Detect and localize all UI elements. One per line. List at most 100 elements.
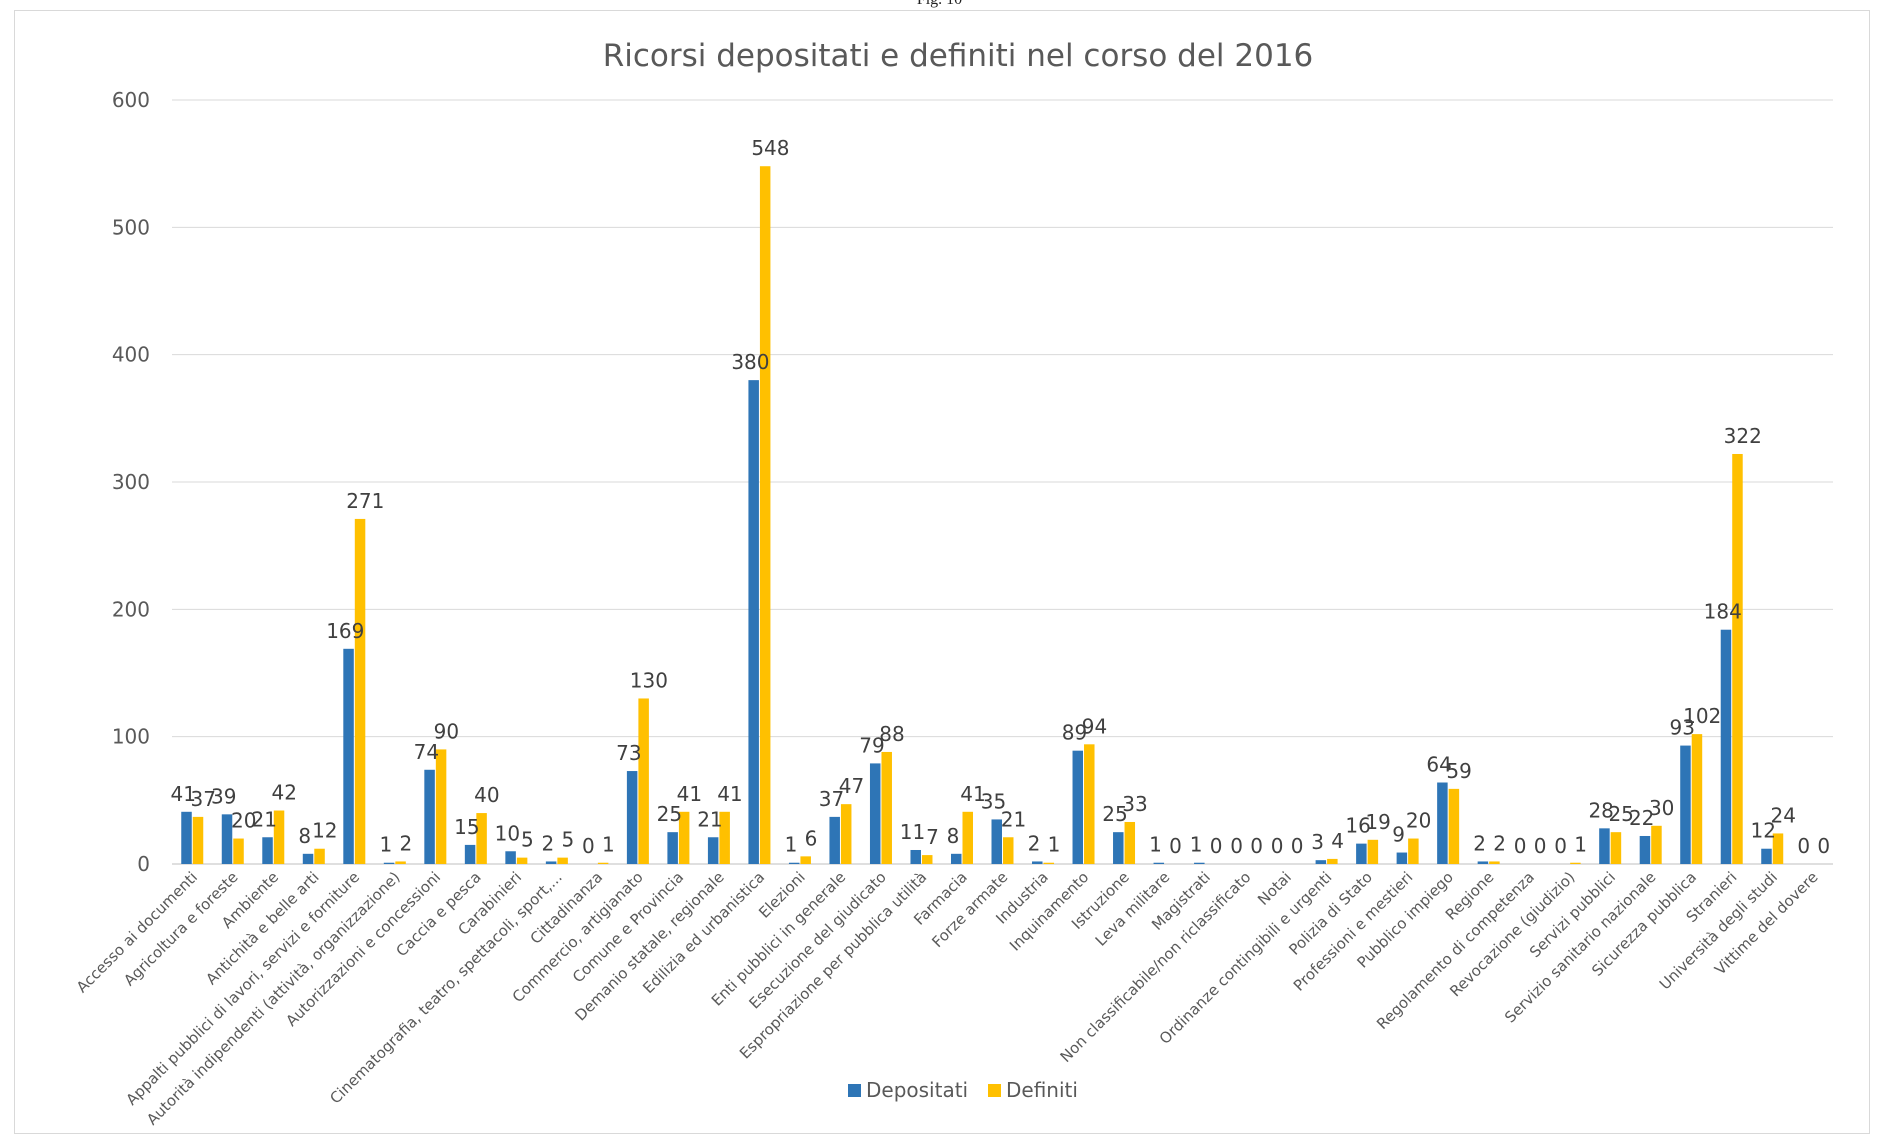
data-label: 15 (454, 815, 479, 839)
data-label: 64 (1426, 753, 1451, 777)
data-label: 0 (1817, 834, 1830, 858)
data-label: 79 (859, 733, 884, 757)
figure-caption: Fig. 10 (0, 0, 1879, 9)
bar-depositati (829, 816, 840, 864)
data-label: 10 (495, 821, 520, 845)
data-label: 41 (960, 782, 985, 806)
bar-definiti (1651, 825, 1662, 864)
data-label: 0 (1271, 834, 1284, 858)
bar-depositati (1194, 862, 1205, 864)
data-label: 1 (785, 833, 798, 857)
data-label: 0 (1210, 834, 1223, 858)
bar-depositati (626, 771, 638, 864)
bar-depositati (748, 380, 759, 864)
data-label: 33 (1122, 792, 1147, 816)
data-label: 41 (171, 782, 196, 806)
bar-definiti (1570, 862, 1581, 864)
data-label: 59 (1446, 759, 1471, 783)
data-label: 8 (947, 824, 960, 848)
data-label: 37 (819, 787, 844, 811)
bar-depositati (1315, 860, 1327, 864)
data-label: 16 (1345, 814, 1370, 838)
chart-title: Ricorsi depositati e definiti nel corso … (603, 38, 1314, 74)
legend: Depositati Definiti (848, 1078, 1078, 1102)
bar-definiti (921, 855, 933, 864)
data-label: 5 (521, 828, 534, 852)
bar-definiti (800, 856, 811, 864)
bar-definiti (273, 810, 285, 864)
data-label: 19 (1365, 810, 1390, 834)
data-label: 271 (346, 489, 384, 513)
data-label: 25 (1608, 802, 1633, 826)
bar-definiti (597, 862, 609, 864)
bar-depositati (991, 819, 1002, 864)
data-label: 130 (630, 668, 668, 692)
data-label: 1 (1149, 833, 1162, 857)
bar-depositati (1639, 835, 1651, 864)
data-label: 2 (1493, 831, 1506, 855)
bar-depositati (302, 853, 314, 864)
data-label: 89 (1062, 721, 1087, 745)
data-label: 2 (1028, 831, 1041, 855)
data-label: 0 (1169, 834, 1182, 858)
data-label: 0 (1554, 834, 1567, 858)
legend-label: Definiti (1006, 1078, 1078, 1102)
bar-definiti (719, 811, 730, 864)
data-label: 1 (1574, 833, 1587, 857)
data-label: 37 (191, 787, 216, 811)
bar-definiti (1489, 861, 1500, 864)
data-label: 40 (474, 783, 499, 807)
bar-depositati (1477, 861, 1489, 864)
data-label: 94 (1082, 714, 1107, 738)
bar-definiti (1327, 858, 1338, 864)
data-label: 0 (1230, 834, 1243, 858)
data-label: 0 (1514, 834, 1527, 858)
bar-depositati (869, 763, 881, 864)
bar-definiti (1124, 821, 1136, 864)
bar-definiti (1084, 744, 1095, 864)
bar-definiti (1772, 833, 1784, 864)
bar-depositati (1599, 828, 1610, 864)
bar-definiti (314, 848, 325, 864)
y-tick-label: 0 (137, 852, 150, 876)
bar-definiti (638, 698, 649, 864)
bar-definiti (881, 751, 892, 864)
data-label: 22 (1629, 806, 1654, 830)
data-label: 1 (379, 833, 392, 857)
data-label: 39 (211, 784, 236, 808)
chart-frame (14, 10, 1870, 1134)
bar-depositati (383, 862, 395, 864)
data-label: 1 (1048, 833, 1061, 857)
bar-depositati (950, 853, 962, 864)
bar-depositati (1761, 848, 1772, 864)
bar-depositati (1356, 843, 1367, 864)
y-axis-ticks: 0 100 200 300 400 500 600 (112, 88, 150, 876)
bar-definiti (1691, 734, 1703, 864)
bar-definiti (354, 518, 366, 864)
bar-depositati (505, 851, 516, 864)
data-label: 20 (1406, 809, 1431, 833)
data-label: 9 (1392, 823, 1405, 847)
legend-swatch (848, 1084, 861, 1097)
data-label: 35 (981, 789, 1006, 813)
bar-depositati (1437, 782, 1448, 864)
data-label: 0 (1534, 834, 1547, 858)
bar-definiti (759, 166, 771, 865)
bar-depositati (424, 769, 435, 864)
bar-depositati (343, 648, 354, 864)
bar-depositati (1072, 750, 1084, 864)
bar-definiti (678, 811, 690, 864)
data-label: 102 (1683, 704, 1721, 728)
bar-depositati (1113, 832, 1124, 864)
bar-definiti (1408, 838, 1419, 864)
bar-depositati (1680, 745, 1691, 864)
y-tick-label: 100 (112, 725, 150, 749)
data-label: 42 (272, 781, 297, 805)
legend-swatch (988, 1084, 1001, 1097)
bar-definiti (1448, 788, 1460, 864)
data-label: 21 (1001, 807, 1026, 831)
data-label: 2 (541, 831, 554, 855)
data-label: 30 (1649, 796, 1674, 820)
data-label: 41 (717, 782, 742, 806)
